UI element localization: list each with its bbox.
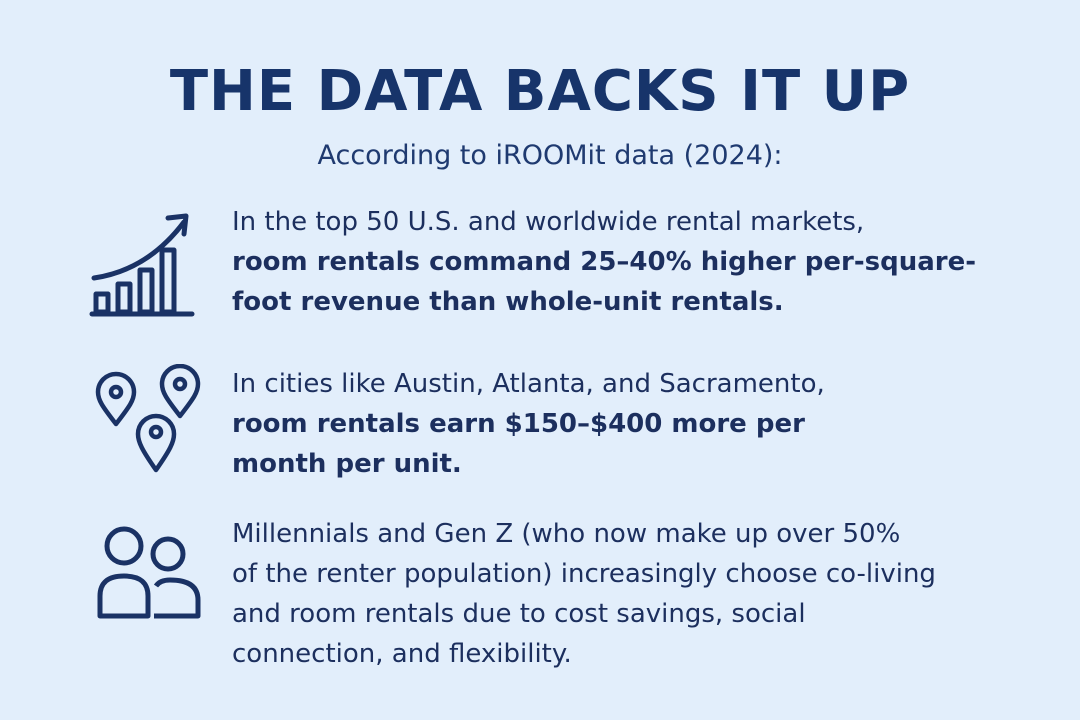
item-line: Millennials and Gen Z (who now make up o… bbox=[232, 519, 901, 549]
rising-bar-chart-icon bbox=[89, 213, 195, 317]
location-pins-icon bbox=[95, 364, 201, 473]
item-line: connection, and flexibility. bbox=[232, 639, 572, 669]
item-line: foot revenue than whole-unit rentals. bbox=[232, 287, 784, 317]
page-subtitle: According to iROOMit data (2024): bbox=[317, 140, 783, 171]
item-line: of the renter population) increasingly c… bbox=[232, 559, 936, 589]
item-line: and room rentals due to cost savings, so… bbox=[232, 599, 806, 629]
item-line: In the top 50 U.S. and worldwide rental … bbox=[232, 207, 865, 237]
item-line: In cities like Austin, Atlanta, and Sacr… bbox=[232, 369, 825, 399]
item-line: room rentals earn $150–$400 more per bbox=[232, 409, 805, 439]
page-title: THE DATA BACKS IT UP bbox=[169, 59, 911, 124]
item-line: month per unit. bbox=[232, 449, 462, 479]
people-group-icon bbox=[97, 526, 201, 619]
item-line: room rentals command 25–40% higher per-s… bbox=[232, 247, 977, 277]
